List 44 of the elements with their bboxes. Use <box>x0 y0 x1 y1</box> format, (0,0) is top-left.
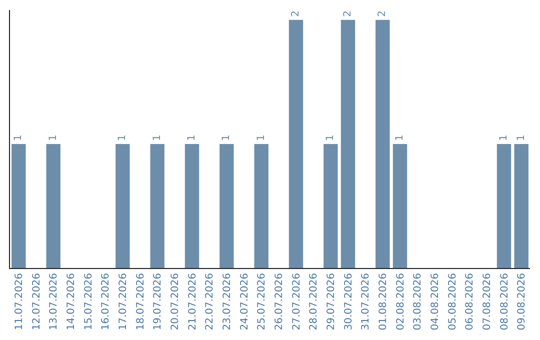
x-tick-label: 16.07.2026 <box>100 273 112 330</box>
x-tick-label: 14.07.2026 <box>66 273 77 330</box>
x-tick-label: 07.08.2026 <box>482 273 493 330</box>
data-label: 1 <box>256 134 267 141</box>
x-tick-label: 12.07.2026 <box>31 273 42 330</box>
data-label: 1 <box>325 134 336 141</box>
data-label: 1 <box>394 134 406 141</box>
data-label: 2 <box>377 10 388 17</box>
data-label: 1 <box>221 134 232 141</box>
x-tick-label: 28.07.2026 <box>308 273 320 330</box>
x-tick-label: 21.07.2026 <box>187 273 198 330</box>
x-tick-label: 17.07.2026 <box>118 273 129 330</box>
data-label: 1 <box>13 134 24 141</box>
x-tick-label: 08.08.2026 <box>499 273 510 330</box>
x-tick-label: 24.07.2026 <box>239 273 250 330</box>
x-tick-label: 03.08.2026 <box>412 273 424 330</box>
x-tick-label: 02.08.2026 <box>395 273 406 330</box>
x-tick-label: 22.07.2026 <box>204 273 216 330</box>
x-tick-label: 23.07.2026 <box>222 273 233 330</box>
data-label: 1 <box>48 134 59 141</box>
x-tick-label: 05.08.2026 <box>447 273 458 330</box>
data-label: 1 <box>516 134 527 141</box>
x-tick-label: 09.08.2026 <box>516 273 528 330</box>
data-label: 1 <box>186 134 198 141</box>
x-tick-label: 18.07.2026 <box>135 273 146 330</box>
x-tick-label: 27.07.2026 <box>291 273 302 330</box>
data-label: 2 <box>342 10 354 17</box>
data-label: 1 <box>498 134 510 141</box>
data-label: 1 <box>152 134 163 141</box>
x-tick-label: 20.07.2026 <box>170 273 181 330</box>
x-tick-label: 01.08.2026 <box>378 273 389 330</box>
data-label: 1 <box>117 134 128 141</box>
x-tick-label: 06.08.2026 <box>464 273 476 330</box>
x-tick-label: 04.08.2026 <box>430 273 441 330</box>
x-tick-label: 15.07.2026 <box>83 273 94 330</box>
x-tick-label: 25.07.2026 <box>256 273 268 330</box>
x-tick-label: 19.07.2026 <box>152 273 164 330</box>
x-tick-label: 13.07.2026 <box>48 273 60 330</box>
data-label: 2 <box>290 10 302 17</box>
x-tick-label: 31.07.2026 <box>360 273 372 330</box>
x-tick-label: 11.07.2026 <box>14 273 25 330</box>
x-tick-label: 30.07.2026 <box>343 273 354 330</box>
x-tick-label: 29.07.2026 <box>326 273 337 330</box>
x-tick-label: 26.07.2026 <box>274 273 285 330</box>
